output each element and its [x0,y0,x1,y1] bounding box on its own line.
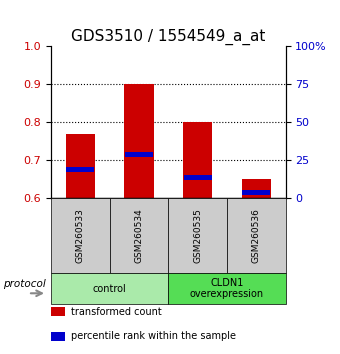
Bar [184,175,211,180]
Text: GSM260536: GSM260536 [252,208,261,263]
Title: GDS3510 / 1554549_a_at: GDS3510 / 1554549_a_at [71,28,266,45]
Text: GSM260533: GSM260533 [76,208,85,263]
Bar [183,122,212,198]
Bar [124,84,154,198]
Text: percentile rank within the sample: percentile rank within the sample [71,331,236,341]
Text: control: control [93,284,126,293]
Text: CLDN1
overexpression: CLDN1 overexpression [190,278,264,299]
Bar [66,167,94,172]
Text: GSM260535: GSM260535 [193,208,202,263]
Text: transformed count: transformed count [71,307,162,316]
Bar [242,179,271,198]
Text: GSM260534: GSM260534 [135,208,143,263]
Bar [66,133,95,198]
Bar [242,190,270,195]
Text: protocol: protocol [3,279,46,289]
Bar [125,152,153,157]
